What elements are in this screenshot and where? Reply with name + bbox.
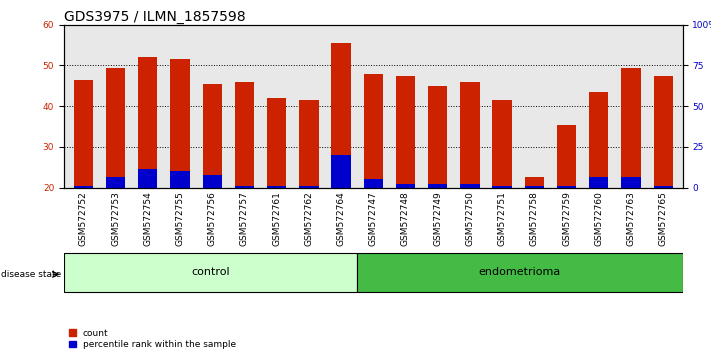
Bar <box>396 76 415 188</box>
Bar <box>396 183 415 188</box>
Bar <box>621 177 641 188</box>
Text: GSM572757: GSM572757 <box>240 191 249 246</box>
Bar <box>589 177 609 188</box>
Bar <box>171 171 190 188</box>
Text: GSM572753: GSM572753 <box>111 191 120 246</box>
Bar <box>653 185 673 188</box>
Bar <box>493 185 512 188</box>
Bar <box>74 185 93 188</box>
Bar <box>363 179 383 188</box>
Bar <box>460 82 480 188</box>
Bar <box>363 74 383 188</box>
Bar <box>428 183 447 188</box>
Bar <box>557 125 576 188</box>
Bar <box>653 76 673 188</box>
Legend: count, percentile rank within the sample: count, percentile rank within the sample <box>68 329 236 349</box>
Bar <box>235 82 254 188</box>
Text: GSM572747: GSM572747 <box>369 191 378 246</box>
Text: control: control <box>191 267 230 277</box>
Text: disease state: disease state <box>1 270 61 279</box>
Bar <box>299 100 319 188</box>
Bar <box>171 59 190 188</box>
Text: GSM572748: GSM572748 <box>401 191 410 246</box>
Bar <box>74 80 93 188</box>
FancyBboxPatch shape <box>357 253 683 292</box>
Bar <box>267 98 287 188</box>
Bar <box>106 177 125 188</box>
Text: GSM572758: GSM572758 <box>530 191 539 246</box>
Text: GSM572754: GSM572754 <box>143 191 152 246</box>
Bar <box>525 185 544 188</box>
Text: GSM572749: GSM572749 <box>433 191 442 246</box>
Text: GSM572762: GSM572762 <box>304 191 314 246</box>
Text: GSM572763: GSM572763 <box>626 191 636 246</box>
Bar <box>493 100 512 188</box>
Text: endometrioma: endometrioma <box>479 267 561 277</box>
Bar <box>299 185 319 188</box>
Text: GSM572750: GSM572750 <box>466 191 474 246</box>
Bar <box>557 185 576 188</box>
Text: GSM572756: GSM572756 <box>208 191 217 246</box>
FancyBboxPatch shape <box>64 253 357 292</box>
Bar <box>138 57 157 188</box>
Bar <box>203 176 222 188</box>
Text: GSM572764: GSM572764 <box>336 191 346 246</box>
Text: GSM572755: GSM572755 <box>176 191 184 246</box>
Text: GSM572752: GSM572752 <box>79 191 88 246</box>
Bar <box>106 68 125 188</box>
Text: GSM572751: GSM572751 <box>498 191 507 246</box>
Bar <box>203 84 222 188</box>
Bar <box>428 86 447 188</box>
Text: GSM572760: GSM572760 <box>594 191 604 246</box>
Bar <box>331 43 351 188</box>
Bar <box>525 177 544 188</box>
Bar <box>331 155 351 188</box>
Text: GSM572761: GSM572761 <box>272 191 281 246</box>
Text: GSM572759: GSM572759 <box>562 191 571 246</box>
Text: GDS3975 / ILMN_1857598: GDS3975 / ILMN_1857598 <box>64 10 245 24</box>
Bar <box>589 92 609 188</box>
Bar <box>621 68 641 188</box>
Bar <box>460 183 480 188</box>
Text: GSM572765: GSM572765 <box>658 191 668 246</box>
Bar <box>267 185 287 188</box>
Bar <box>138 169 157 188</box>
Bar <box>235 185 254 188</box>
